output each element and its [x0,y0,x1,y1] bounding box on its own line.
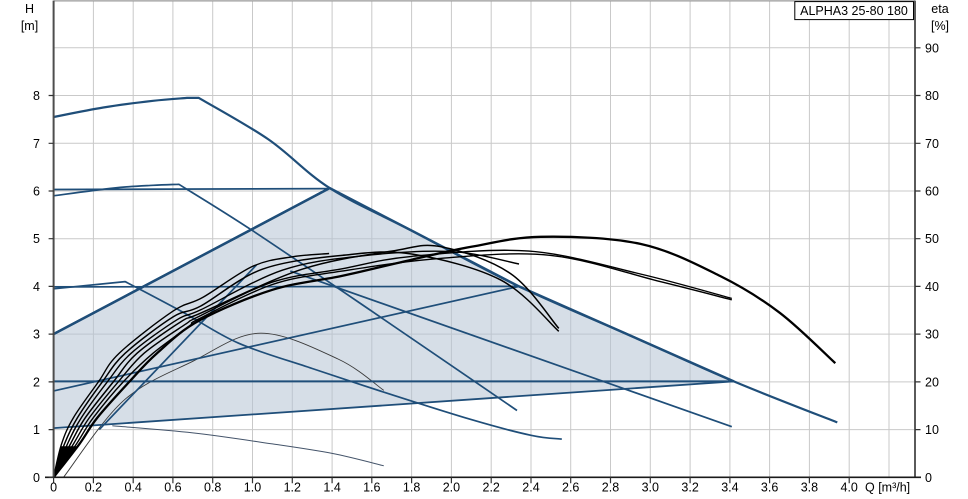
svg-text:3.2: 3.2 [681,481,698,495]
svg-text:2.8: 2.8 [602,481,619,495]
svg-text:5: 5 [33,232,40,246]
svg-text:[m]: [m] [21,19,38,33]
svg-text:0.8: 0.8 [204,481,221,495]
svg-text:3.8: 3.8 [801,481,818,495]
svg-text:H: H [25,2,34,16]
svg-text:0: 0 [50,481,57,495]
svg-text:70: 70 [925,137,939,151]
svg-text:2.6: 2.6 [562,481,579,495]
svg-text:3.4: 3.4 [721,481,738,495]
svg-text:60: 60 [925,185,939,199]
svg-text:40: 40 [925,280,939,294]
svg-text:1: 1 [33,423,40,437]
svg-text:1.0: 1.0 [244,481,261,495]
svg-text:3.6: 3.6 [761,481,778,495]
svg-text:3: 3 [33,328,40,342]
svg-text:1.8: 1.8 [403,481,420,495]
svg-text:0: 0 [33,471,40,485]
svg-text:Q [m³/h]: Q [m³/h] [865,481,910,495]
svg-text:2.4: 2.4 [522,481,539,495]
svg-text:0.4: 0.4 [125,481,142,495]
svg-text:90: 90 [925,41,939,55]
svg-text:[%]: [%] [931,19,949,33]
svg-text:1.6: 1.6 [363,481,380,495]
svg-text:0: 0 [925,471,932,485]
svg-text:ALPHA3 25-80 180: ALPHA3 25-80 180 [800,4,908,18]
svg-text:10: 10 [925,423,939,437]
svg-text:8: 8 [33,89,40,103]
svg-text:20: 20 [925,375,939,389]
svg-text:3.0: 3.0 [642,481,659,495]
svg-text:80: 80 [925,89,939,103]
svg-text:0.6: 0.6 [164,481,181,495]
svg-text:6: 6 [33,185,40,199]
svg-text:7: 7 [33,137,40,151]
svg-text:30: 30 [925,328,939,342]
svg-text:1.4: 1.4 [323,481,340,495]
svg-text:0.2: 0.2 [85,481,102,495]
svg-text:50: 50 [925,232,939,246]
svg-text:4.0: 4.0 [841,481,858,495]
svg-text:2.2: 2.2 [483,481,500,495]
svg-text:2: 2 [33,375,40,389]
svg-text:4: 4 [33,280,40,294]
svg-text:1.2: 1.2 [284,481,301,495]
svg-text:2.0: 2.0 [443,481,460,495]
svg-text:eta: eta [931,2,948,16]
